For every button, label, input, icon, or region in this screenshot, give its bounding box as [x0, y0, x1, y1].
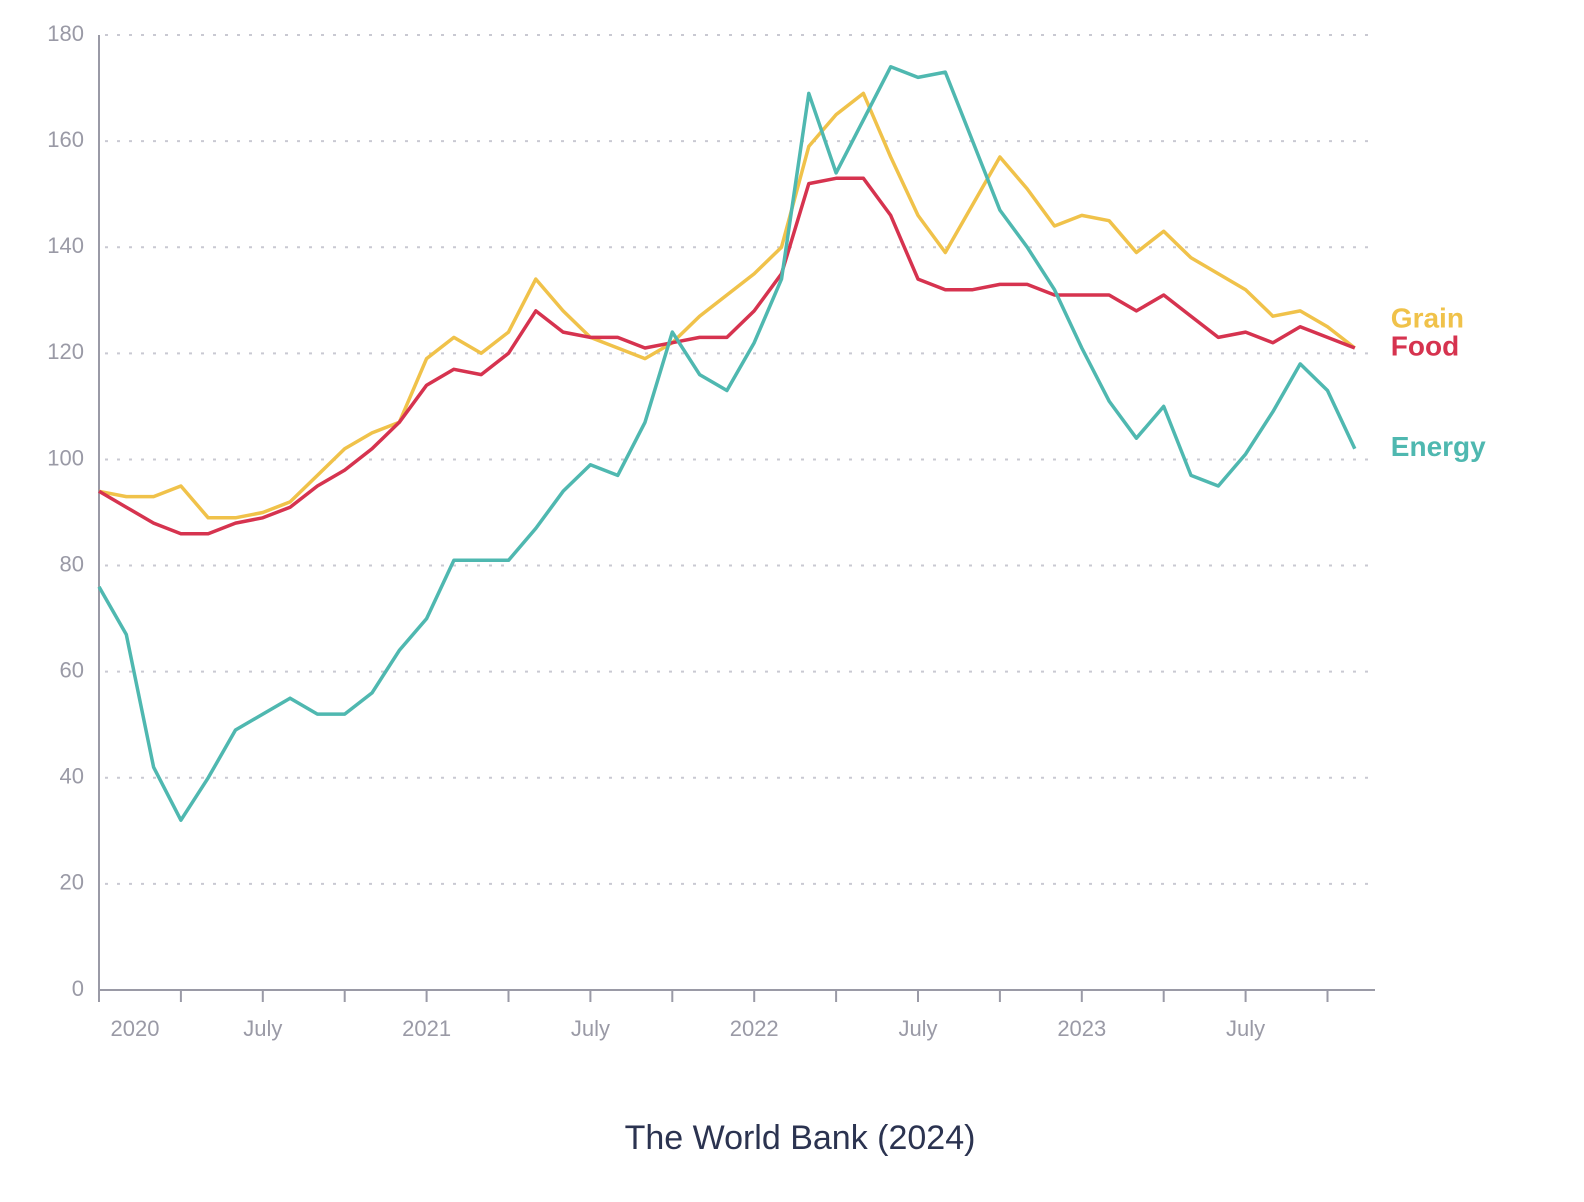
x-tick-label: 2022: [730, 1016, 779, 1041]
x-tick-label: 2021: [402, 1016, 451, 1041]
x-tick-label: 2020: [111, 1016, 160, 1041]
y-tick-label: 20: [60, 870, 84, 895]
series-line: [98, 91, 1356, 520]
y-tick-label: 60: [60, 657, 84, 682]
y-tick-label: 140: [47, 233, 84, 258]
x-tick-label: July: [243, 1016, 282, 1041]
y-tick-label: 80: [60, 551, 84, 576]
y-tick-label: 160: [47, 127, 84, 152]
source-note: The World Bank (2024): [625, 1119, 976, 1157]
x-tick-label: July: [1226, 1016, 1265, 1041]
series-label: Grain: [1391, 302, 1464, 333]
series-label: Food: [1391, 330, 1459, 361]
series-line: [97, 65, 1357, 822]
y-tick-label: 120: [47, 339, 84, 364]
y-tick-label: 0: [72, 976, 84, 1001]
series-line: [98, 176, 1356, 536]
y-tick-label: 100: [47, 445, 84, 470]
x-tick-label: 2023: [1057, 1016, 1106, 1041]
series-label: Energy: [1391, 431, 1486, 462]
x-tick-label: July: [571, 1016, 610, 1041]
y-tick-label: 40: [60, 764, 84, 789]
x-tick-label: July: [898, 1016, 937, 1041]
y-tick-label: 180: [47, 21, 84, 46]
